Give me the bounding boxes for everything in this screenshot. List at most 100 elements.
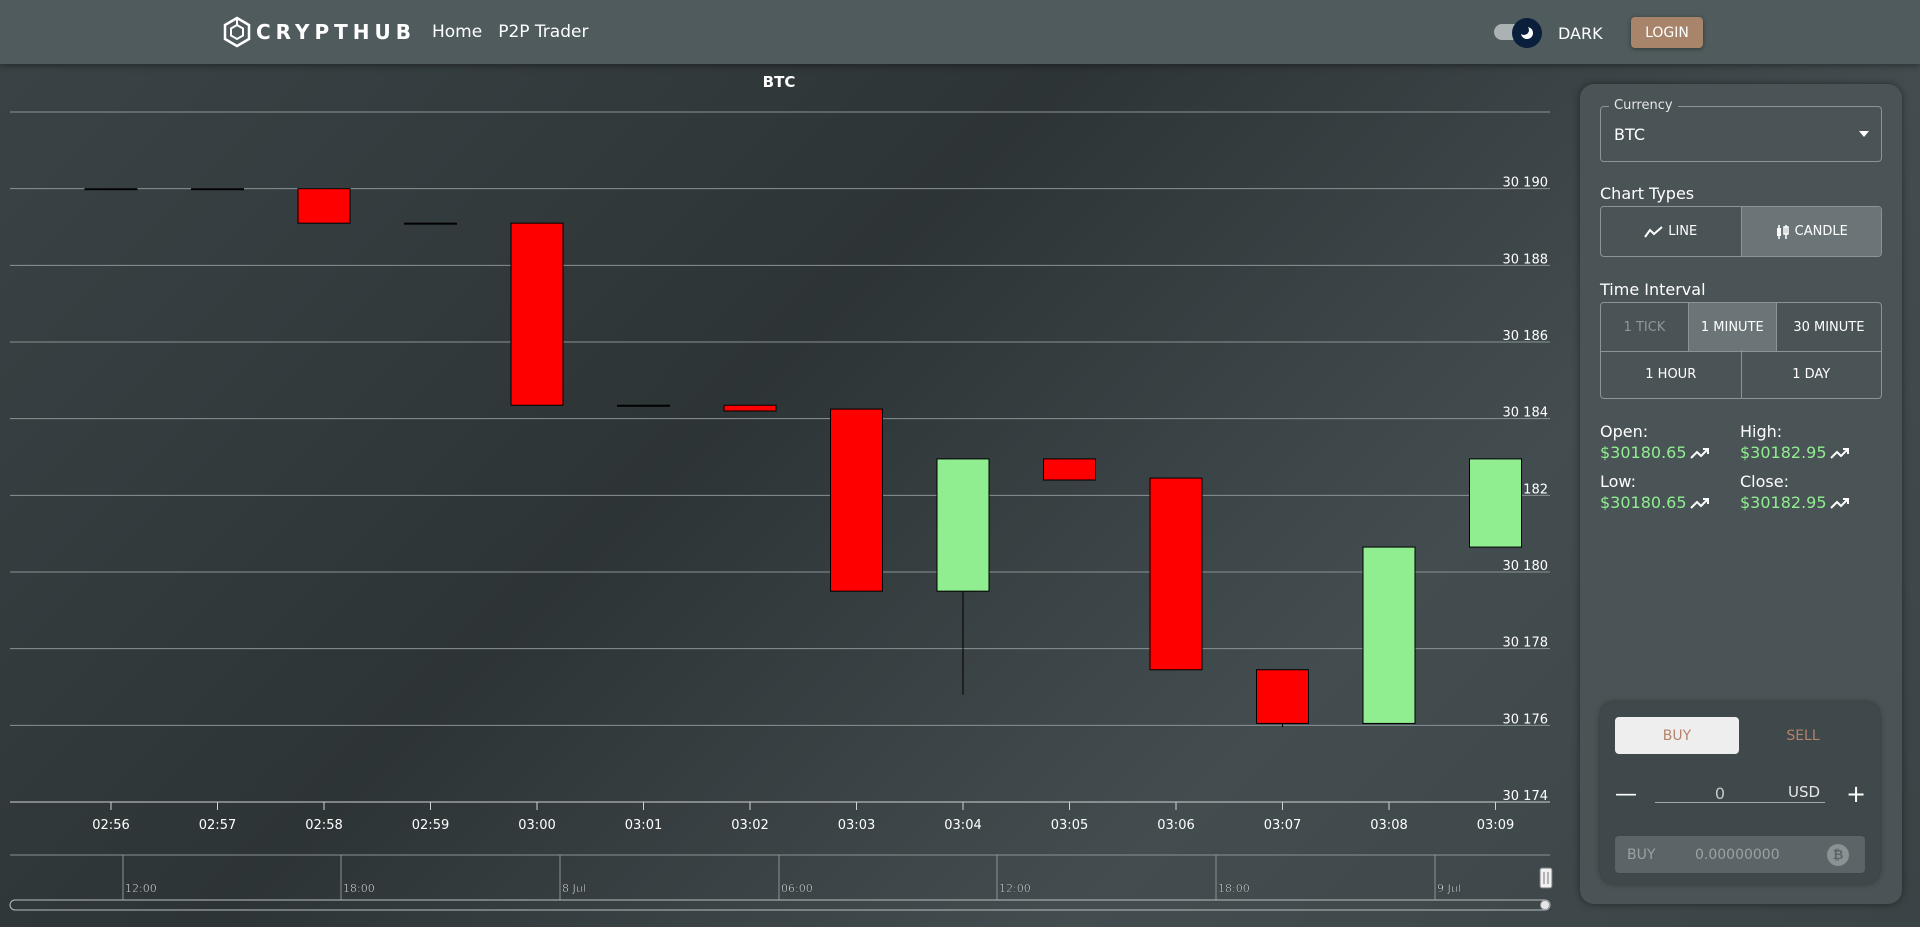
high-label: High: bbox=[1740, 422, 1783, 441]
candle-body bbox=[510, 222, 564, 406]
stat-high: High: $30182.95 bbox=[1740, 422, 1880, 462]
navigator-label: 12:00 bbox=[125, 882, 157, 895]
interval-1-minute-button[interactable]: 1 MINUTE bbox=[1688, 303, 1777, 351]
sell-tab[interactable]: SELL bbox=[1786, 727, 1820, 744]
interval-group-row1: 1 TICK 1 MINUTE 30 MINUTE bbox=[1600, 302, 1882, 352]
close-value: $30182.95 bbox=[1740, 493, 1827, 512]
navigator-label: 06:00 bbox=[781, 882, 813, 895]
interval-1-hour-button[interactable]: 1 HOUR bbox=[1601, 350, 1742, 398]
navigator-label: 18:00 bbox=[1218, 882, 1250, 895]
chart-type-candle-label: CANDLE bbox=[1794, 224, 1848, 239]
trade-card: BUY SELL — 0 USD + BUY 0.00000000 ₿ bbox=[1600, 702, 1880, 884]
increase-button[interactable]: + bbox=[1846, 780, 1867, 808]
price-chart[interactable]: BTC 30 174 30 176 30 178 30 180 30 182 30 184 3… bbox=[0, 64, 1570, 927]
toggle-knob bbox=[1512, 18, 1542, 48]
open-value: $30180.65 bbox=[1600, 443, 1687, 462]
navigator-scrollbar bbox=[9, 899, 1551, 911]
y-tick-label: 30 188 bbox=[1503, 252, 1549, 267]
x-tick-label: 03:07 bbox=[1264, 818, 1301, 833]
candle-body bbox=[1469, 458, 1522, 548]
open-label: Open: bbox=[1600, 422, 1649, 441]
trending-up-icon bbox=[1689, 497, 1709, 509]
stat-open: Open: $30180.65 bbox=[1600, 422, 1740, 462]
y-tick-label: 30 174 bbox=[1503, 789, 1549, 804]
moon-icon bbox=[1519, 25, 1533, 39]
x-tick-label: 02:56 bbox=[92, 818, 129, 833]
interval-1-day-button[interactable]: 1 DAY bbox=[1792, 366, 1831, 382]
interval-30-minute-button[interactable]: 30 MINUTE bbox=[1793, 319, 1865, 335]
quantity-underline bbox=[1655, 802, 1825, 803]
buy-amount: 0.00000000 bbox=[1695, 847, 1780, 863]
x-tick-label: 03:06 bbox=[1157, 818, 1194, 833]
chart-type-line-label: LINE bbox=[1668, 224, 1698, 239]
navigator-label: 9 Jul bbox=[1437, 882, 1461, 895]
decrease-button[interactable]: — bbox=[1615, 782, 1637, 807]
scrollbar-thumb bbox=[1540, 900, 1550, 910]
y-tick-label: 30 180 bbox=[1503, 559, 1549, 574]
y-tick-label: 30 186 bbox=[1503, 329, 1549, 344]
chart-type-candle-button[interactable]: CANDLE bbox=[1741, 207, 1881, 256]
currency-label: Currency bbox=[1609, 98, 1678, 113]
navigator-label: 18:00 bbox=[343, 882, 375, 895]
y-tick-label: 30 184 bbox=[1503, 406, 1549, 421]
trending-up-icon bbox=[1829, 447, 1849, 459]
candle-body bbox=[1362, 546, 1416, 724]
y-tick-label: 30 178 bbox=[1503, 636, 1549, 651]
chart-type-line-button[interactable]: LINE bbox=[1601, 207, 1742, 256]
low-value: $30180.65 bbox=[1600, 493, 1687, 512]
x-tick-label: 03:02 bbox=[731, 818, 768, 833]
candle-body bbox=[1043, 458, 1096, 481]
trending-up-icon bbox=[1829, 497, 1849, 509]
brand-name: CRYPTHUB bbox=[256, 20, 416, 44]
trending-up-icon bbox=[1689, 447, 1709, 459]
navigator-label: 8 Jul bbox=[562, 882, 586, 895]
control-panel: Currency BTC Chart Types LINE CANDLE Tim… bbox=[1580, 84, 1902, 904]
nav-p2p-trader[interactable]: P2P Trader bbox=[498, 22, 589, 42]
main-nav: Home P2P Trader bbox=[432, 22, 588, 42]
navigator-handle bbox=[1539, 867, 1553, 889]
candlestick-icon bbox=[1776, 224, 1789, 239]
dropdown-caret-icon bbox=[1859, 131, 1869, 137]
x-tick-label: 02:59 bbox=[412, 818, 449, 833]
x-tick-label: 03:00 bbox=[518, 818, 555, 833]
currency-value: BTC bbox=[1614, 125, 1645, 144]
candle-body bbox=[404, 222, 457, 225]
candle-body bbox=[191, 188, 244, 191]
buy-tab[interactable]: BUY bbox=[1615, 717, 1739, 754]
candle-body bbox=[830, 408, 883, 592]
x-tick-label: 02:58 bbox=[305, 818, 342, 833]
interval-1-tick-button[interactable]: 1 TICK bbox=[1601, 303, 1689, 351]
x-tick-label: 03:08 bbox=[1370, 818, 1407, 833]
time-interval-title: Time Interval bbox=[1600, 280, 1706, 299]
candle-body bbox=[723, 404, 777, 412]
candle-body bbox=[1256, 669, 1309, 724]
brand-logo[interactable]: CRYPTHUB bbox=[222, 16, 416, 48]
candle-body bbox=[936, 458, 990, 592]
stat-low: Low: $30180.65 bbox=[1600, 472, 1740, 512]
theme-label: DARK bbox=[1558, 24, 1603, 43]
close-label: Close: bbox=[1740, 472, 1789, 491]
line-chart-icon bbox=[1644, 225, 1663, 238]
x-tick-label: 03:09 bbox=[1477, 818, 1514, 833]
login-button[interactable]: LOGIN bbox=[1631, 17, 1703, 48]
quantity-input[interactable]: 0 bbox=[1714, 784, 1726, 803]
buy-submit-label: BUY bbox=[1627, 847, 1656, 863]
navigator-label: 12:00 bbox=[999, 882, 1031, 895]
candle-body bbox=[1149, 477, 1203, 671]
currency-select[interactable]: Currency BTC bbox=[1600, 98, 1882, 162]
x-tick-label: 03:01 bbox=[625, 818, 662, 833]
candle-body bbox=[617, 404, 670, 407]
buy-submit-button[interactable]: BUY 0.00000000 ₿ bbox=[1615, 836, 1865, 873]
x-tick-label: 03:03 bbox=[838, 818, 875, 833]
y-tick-label: 30 190 bbox=[1503, 176, 1549, 191]
quantity-unit: USD bbox=[1788, 783, 1821, 801]
x-tick-label: 03:05 bbox=[1051, 818, 1088, 833]
x-tick-label: 03:04 bbox=[944, 818, 981, 833]
y-tick-label: 30 176 bbox=[1503, 712, 1549, 727]
high-value: $30182.95 bbox=[1740, 443, 1827, 462]
theme-toggle[interactable] bbox=[1494, 18, 1544, 48]
interval-group-row2: 1 HOUR 1 DAY bbox=[1600, 350, 1882, 399]
crypthub-logo-icon bbox=[223, 16, 251, 48]
nav-home[interactable]: Home bbox=[432, 22, 483, 42]
